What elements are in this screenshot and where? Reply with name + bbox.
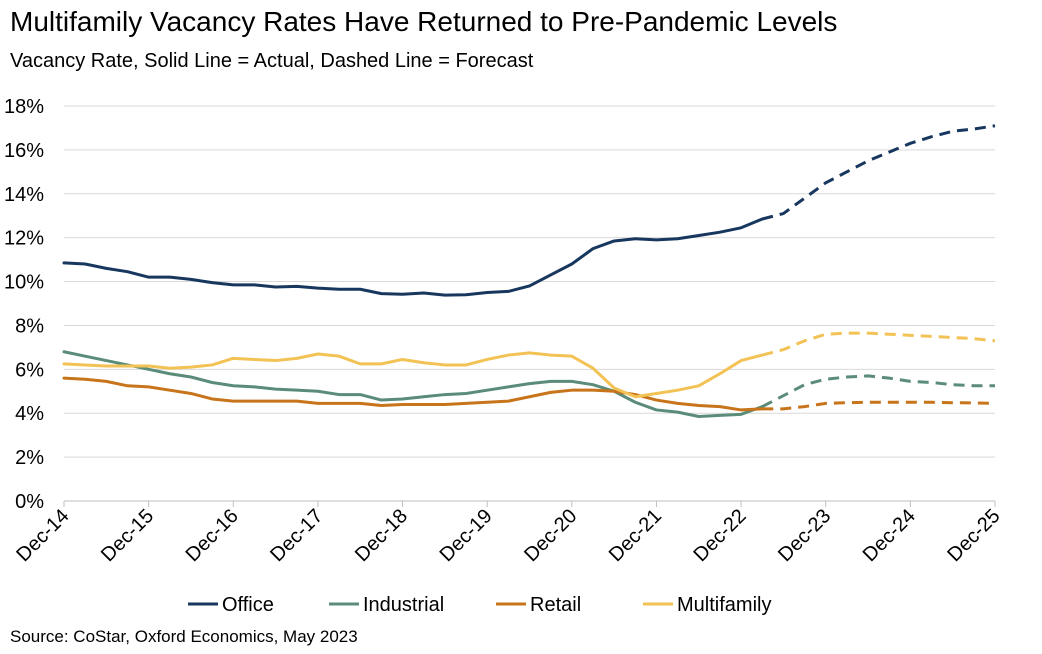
x-tick-label: Dec-19 xyxy=(436,505,497,566)
y-tick-label: 8% xyxy=(15,315,44,337)
series-line-forecast-industrial xyxy=(761,374,995,408)
x-tick-label: Dec-16 xyxy=(182,505,243,566)
y-tick-label: 12% xyxy=(4,228,44,250)
series-line-forecast-multifamily xyxy=(761,331,996,357)
legend-label-industrial: Industrial xyxy=(363,594,444,616)
legend: Office Industrial Retail Multifamily xyxy=(188,594,771,616)
x-tick-label: Dec-21 xyxy=(605,505,666,566)
x-axis-ticks: Dec-14 Dec-15 Dec-16 Dec-17 Dec-18 Dec-19 Dec-… xyxy=(12,501,1005,566)
x-tick-label: Dec-15 xyxy=(97,505,158,566)
series-line-actual-office xyxy=(62,217,764,297)
y-tick-label: 14% xyxy=(4,184,44,206)
legend-label-office: Office xyxy=(222,594,274,616)
line-chart: 0%2%4%6%8%10%12%14%16%18% Dec-14 Dec-15 De… xyxy=(4,96,1005,616)
x-tick-label: Dec-22 xyxy=(689,505,750,566)
chart-subtitle: Vacancy Rate, Solid Line = Actual, Dashe… xyxy=(10,50,534,72)
chart-title: Multifamily Vacancy Rates Have Returned … xyxy=(10,6,838,37)
y-tick-label: 10% xyxy=(4,272,44,294)
y-tick-label: 2% xyxy=(15,447,44,469)
y-tick-label: 16% xyxy=(4,140,44,162)
series-line-forecast-retail xyxy=(762,400,996,411)
series-line-forecast-office xyxy=(761,124,996,221)
series-line-actual-industrial xyxy=(62,350,764,419)
x-tick-label: Dec-14 xyxy=(12,505,73,566)
gridlines xyxy=(64,105,995,502)
x-tick-label: Dec-25 xyxy=(943,505,1004,566)
x-tick-label: Dec-20 xyxy=(520,505,581,566)
x-tick-label: Dec-24 xyxy=(859,505,920,566)
y-tick-label: 4% xyxy=(15,403,44,425)
series-lines xyxy=(62,124,996,419)
x-tick-label: Dec-23 xyxy=(774,505,835,566)
y-tick-label: 6% xyxy=(15,359,44,381)
x-tick-label: Dec-18 xyxy=(351,505,412,566)
series-line-actual-multifamily xyxy=(62,351,764,399)
y-axis-ticks: 0% 2% 4% 6% 8% 10% 12% 14% 16% 18% xyxy=(4,96,44,513)
legend-label-retail: Retail xyxy=(530,594,581,616)
source-note: Source: CoStar, Oxford Economics, May 20… xyxy=(10,627,358,646)
y-tick-label: 0% xyxy=(15,491,44,513)
y-tick-label: 18% xyxy=(4,96,44,118)
series-line-actual-retail xyxy=(62,376,764,412)
legend-label-multifamily: Multifamily xyxy=(677,594,771,616)
x-tick-label: Dec-17 xyxy=(266,505,327,566)
